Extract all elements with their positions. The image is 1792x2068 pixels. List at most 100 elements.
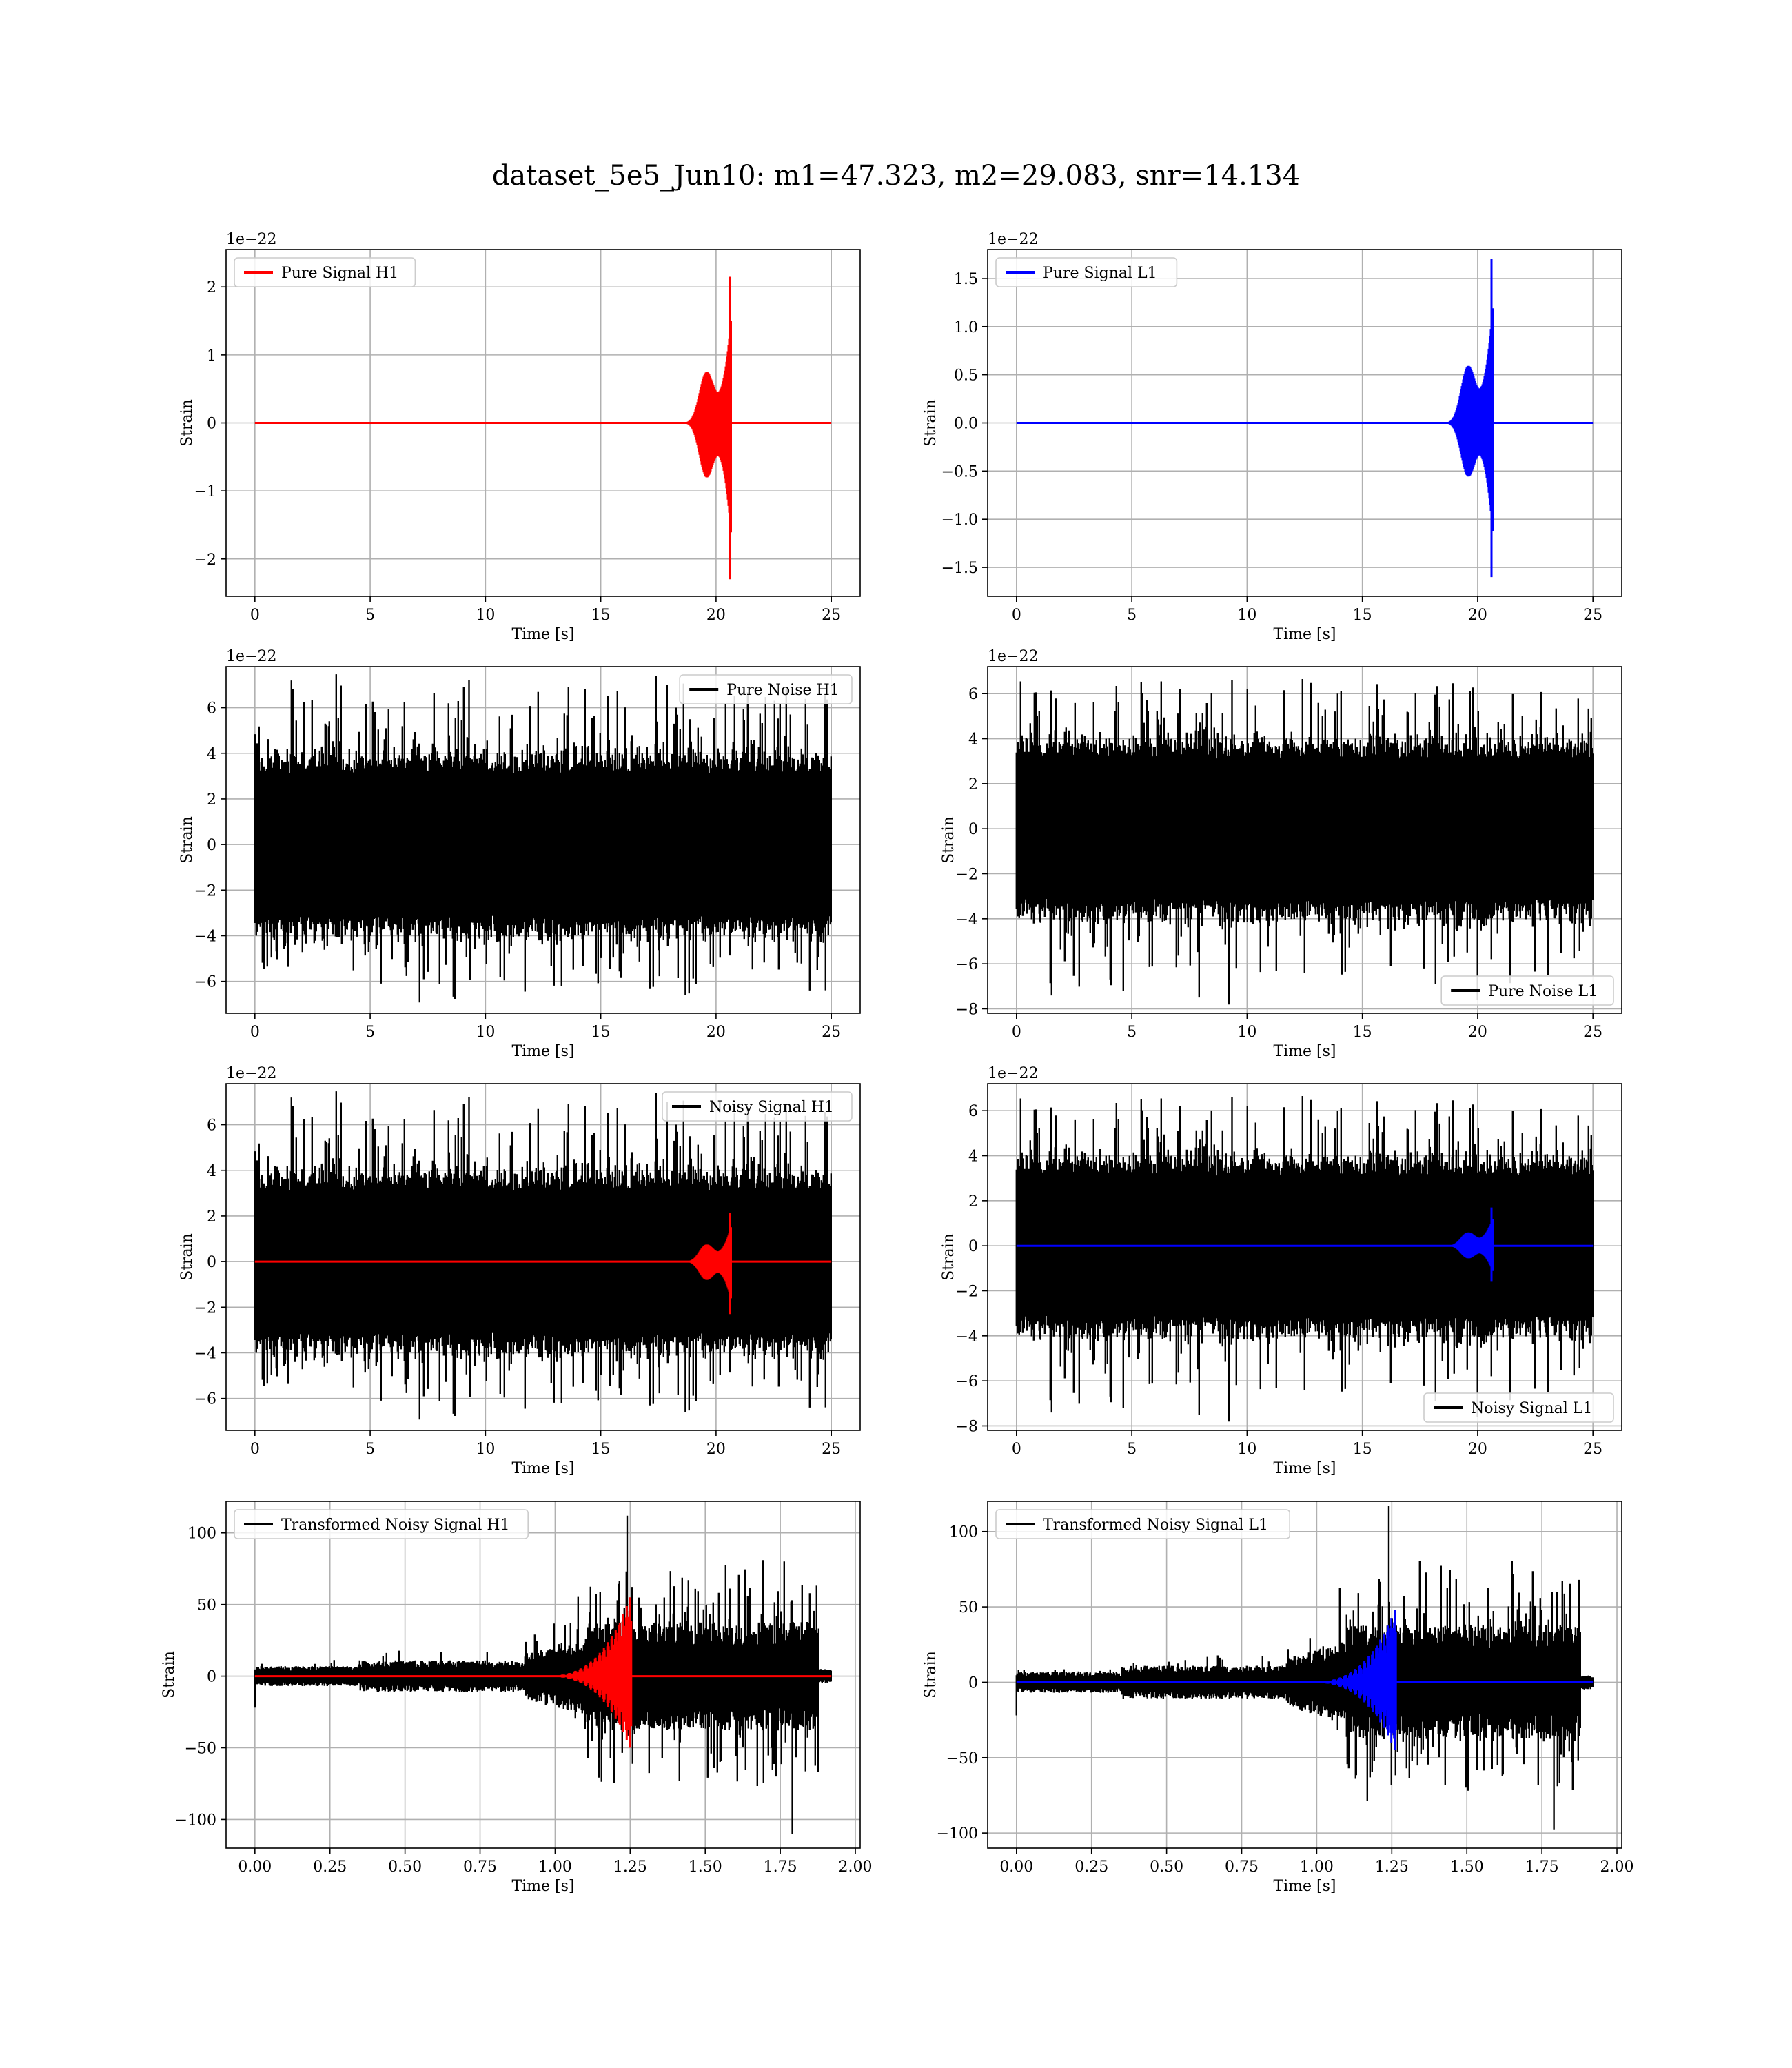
y-tick-label-1: −6	[956, 1373, 978, 1390]
legend: Pure Noise H1	[679, 674, 853, 704]
y-tick-label-6: 4	[968, 731, 978, 749]
y-tick-label-2: 0	[207, 1669, 216, 1686]
axes-frame	[225, 666, 861, 1014]
y-tick-label-0: −100	[937, 1825, 978, 1843]
y-tick-label-2: 0	[968, 1674, 978, 1692]
x-tick-label-5: 1.25	[1375, 1858, 1409, 1876]
y-tick-label-4: 100	[949, 1524, 978, 1541]
series-group	[1015, 1506, 1594, 1830]
x-tick-label-4: 20	[706, 1441, 726, 1458]
series-0	[254, 674, 832, 1003]
y-tick-label-2: −2	[194, 1299, 216, 1317]
y-tick-label-4: 2	[207, 1208, 216, 1226]
y-tick-label-6: 6	[207, 1117, 216, 1135]
x-tick-label-5: 25	[822, 607, 841, 624]
legend: Noisy Signal L1	[1423, 1392, 1614, 1423]
series-group	[1015, 679, 1594, 1005]
y-tick-label-7: 6	[968, 1103, 978, 1120]
x-tick-label-4: 1.00	[1300, 1858, 1334, 1876]
legend-label: Pure Noise H1	[726, 682, 839, 699]
legend: Transformed Noisy Signal L1	[995, 1509, 1291, 1539]
x-tick-label-0: 0	[250, 1024, 260, 1041]
legend-box	[679, 674, 853, 704]
y-tick-label-3: 50	[959, 1599, 978, 1616]
x-tick-label-1: 5	[1127, 1024, 1137, 1041]
axes-frame	[987, 1501, 1622, 1849]
x-tick-label-4: 20	[706, 1024, 726, 1041]
series-group	[1016, 259, 1594, 578]
y-tick-label-0: −6	[194, 1391, 216, 1408]
legend: Transformed Noisy Signal H1	[234, 1509, 529, 1539]
x-tick-label-3: 15	[1353, 1024, 1372, 1041]
y-tick-label-2: −4	[956, 911, 978, 929]
x-tick-label-1: 5	[365, 1441, 375, 1458]
series-1	[1016, 1610, 1594, 1750]
axes-frame	[987, 666, 1622, 1014]
x-tick-label-0: 0.00	[999, 1858, 1033, 1876]
x-tick-label-0: 0	[1012, 607, 1021, 624]
x-axis-label: Time [s]	[511, 1878, 574, 1895]
x-tick-label-4: 20	[1468, 1024, 1487, 1041]
y-tick-label-5: 4	[207, 1163, 216, 1180]
x-tick-label-3: 15	[1353, 1441, 1372, 1458]
panel-transformed-noisy-signal-h1: 0.00 0.25 0.50 0.75 1.00 1.25 1.50 1.75 2.00 −100…	[161, 1501, 873, 1895]
x-axis-label: Time [s]	[1273, 1043, 1336, 1060]
series-0	[254, 276, 832, 580]
axes-frame	[987, 1083, 1622, 1431]
y-tick-label-2: −4	[956, 1328, 978, 1346]
x-tick-label-3: 0.75	[1225, 1858, 1259, 1876]
x-tick-label-8: 2.00	[1600, 1858, 1634, 1876]
x-tick-label-5: 25	[822, 1024, 841, 1041]
x-axis-label: Time [s]	[1273, 626, 1336, 643]
legend-label: Pure Signal L1	[1043, 265, 1157, 282]
x-tick-label-0: 0	[1012, 1441, 1021, 1458]
panel-pure-noise-h1: 0 5 10 15 20 25 −6 −4 −2 0 2 4 6 Time [s] Strain 1e−22 P…	[179, 648, 861, 1060]
legend-box	[662, 1091, 853, 1122]
x-tick-label-1: 5	[365, 607, 375, 624]
y-axis-label: Strain	[922, 1651, 939, 1699]
x-tick-label-7: 1.75	[764, 1858, 797, 1876]
y-tick-label-7: 6	[968, 686, 978, 703]
legend-label: Transformed Noisy Signal L1	[1043, 1517, 1268, 1534]
x-tick-label-3: 15	[591, 607, 611, 624]
x-tick-label-5: 25	[1583, 1024, 1602, 1041]
y-tick-label-5: 2	[968, 776, 978, 793]
x-tick-label-0: 0	[250, 1441, 260, 1458]
x-tick-label-6: 1.50	[1450, 1858, 1484, 1876]
y-tick-label-0: −6	[194, 974, 216, 991]
x-tick-label-2: 10	[476, 1024, 495, 1041]
legend: Noisy Signal H1	[662, 1091, 853, 1122]
x-tick-label-5: 25	[822, 1441, 841, 1458]
y-tick-label-3: −2	[956, 1283, 978, 1300]
y-tick-label-5: 4	[207, 746, 216, 763]
series-group	[254, 276, 832, 580]
y-offset-label: 1e−22	[988, 231, 1038, 248]
y-axis-label: Strain	[940, 816, 957, 864]
y-axis-label: Strain	[940, 1233, 957, 1281]
x-tick-label-5: 25	[1583, 607, 1602, 624]
y-tick-label-3: 0.0	[954, 416, 978, 433]
y-axis-label: Strain	[922, 399, 939, 447]
y-axis-label: Strain	[179, 1233, 196, 1281]
axes-frame	[225, 1083, 861, 1431]
series-group	[1015, 1096, 1594, 1422]
y-offset-label: 1e−22	[988, 1065, 1038, 1082]
x-axis-label: Time [s]	[511, 1043, 574, 1060]
y-tick-label-0: −8	[956, 1001, 978, 1018]
legend: Pure Noise L1	[1440, 975, 1614, 1006]
y-tick-label-1: −50	[946, 1750, 978, 1767]
legend-label: Noisy Signal L1	[1471, 1400, 1592, 1417]
x-tick-label-0: 0	[1012, 1024, 1021, 1041]
y-tick-label-3: 1	[207, 347, 216, 365]
y-tick-label-3: −2	[956, 866, 978, 883]
y-offset-label: 1e−22	[226, 648, 276, 665]
x-tick-label-5: 25	[1583, 1441, 1602, 1458]
y-tick-label-6: 4	[968, 1148, 978, 1166]
y-tick-label-1: −4	[194, 928, 216, 945]
y-tick-label-4: 0.5	[954, 367, 978, 385]
x-tick-label-3: 0.75	[463, 1858, 497, 1876]
x-tick-label-3: 15	[591, 1441, 611, 1458]
y-tick-label-1: −4	[194, 1345, 216, 1362]
